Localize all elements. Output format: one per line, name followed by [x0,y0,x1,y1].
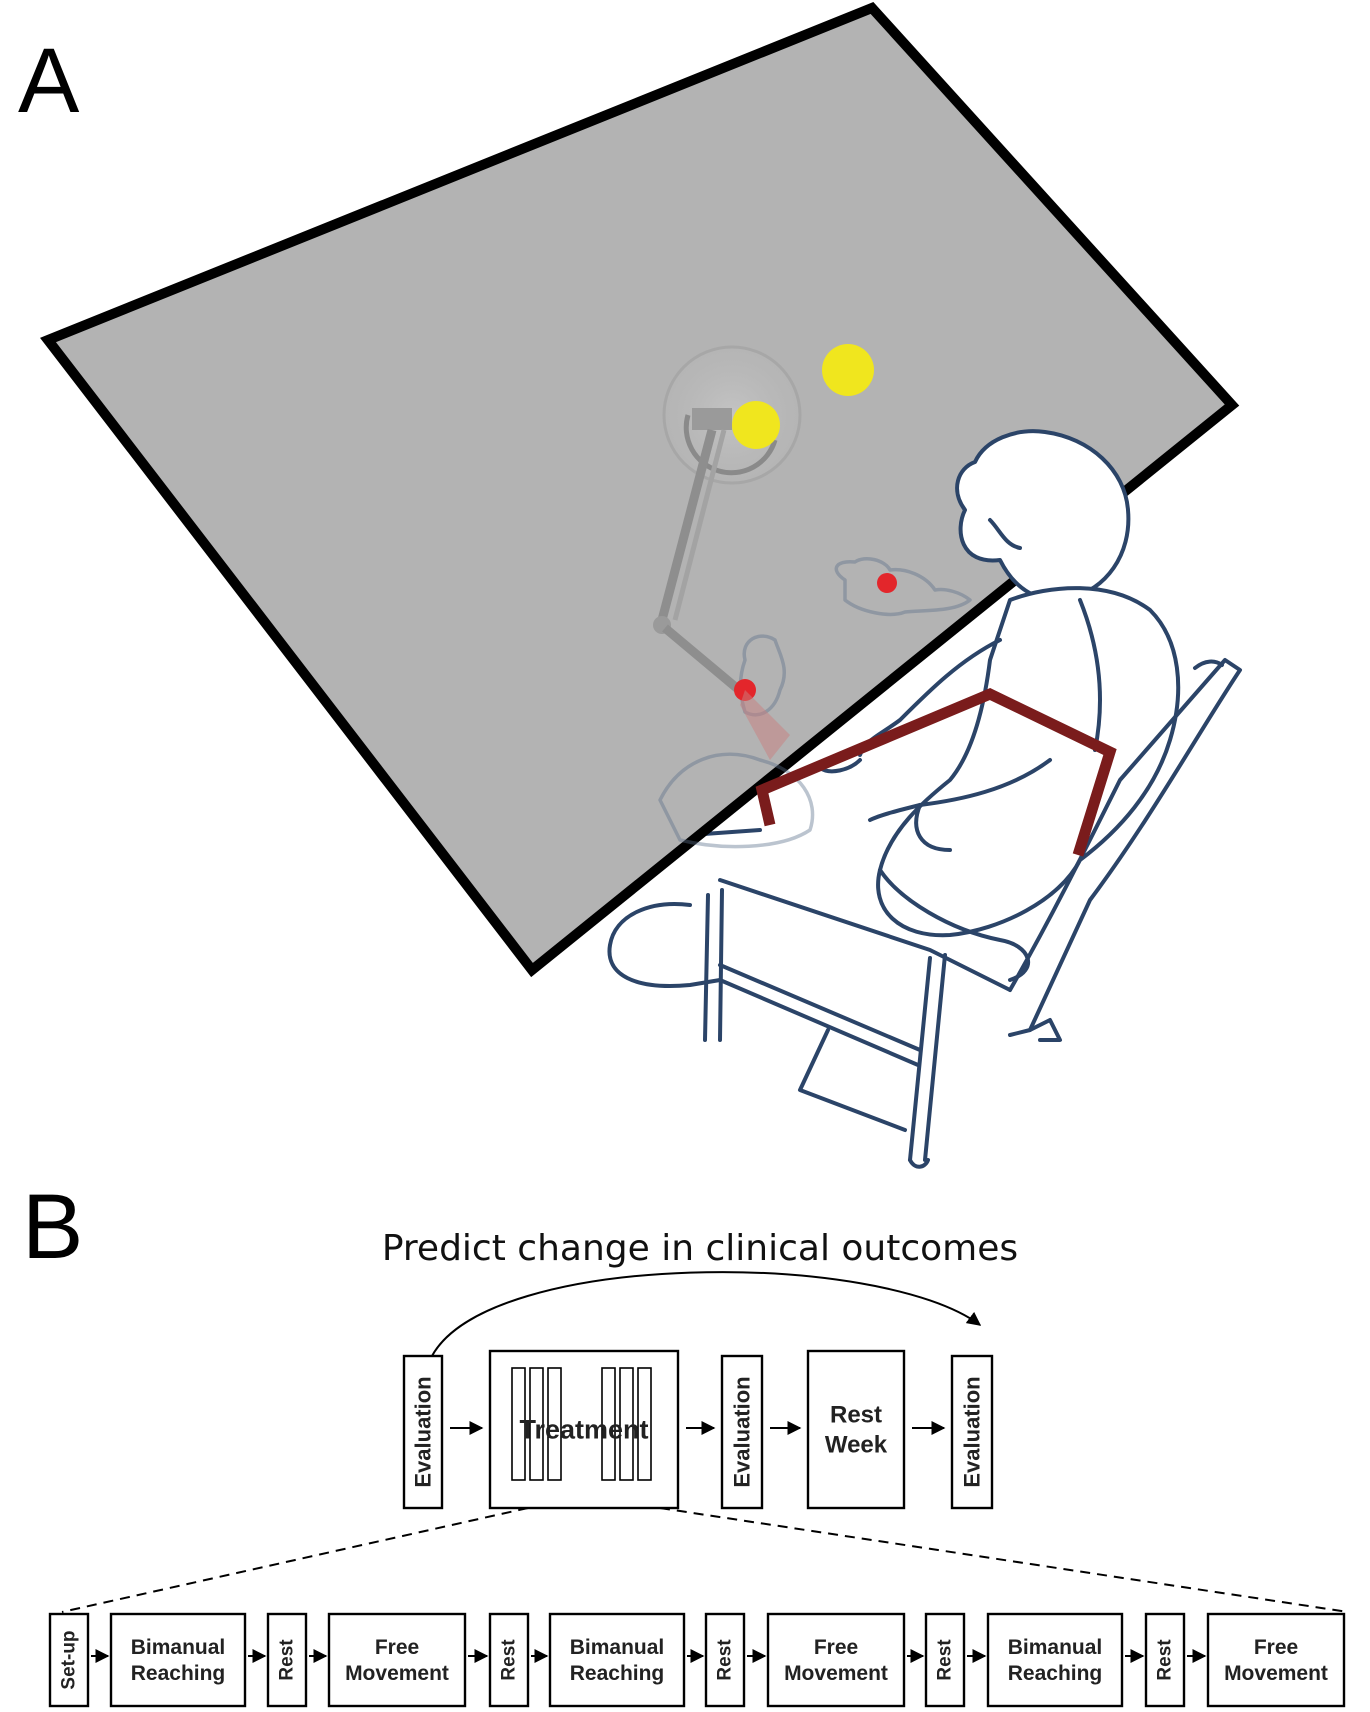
set-up-box: Set-up [48,1612,90,1708]
bimanual-reaching-3-box: Bimanual Reaching [986,1612,1124,1708]
free-movement-3-label: Free Movement [1224,1635,1328,1684]
bimanual-reaching-3-label: Bimanual Reaching [1008,1635,1103,1684]
target-1 [822,344,874,396]
rest-4-box: Rest [924,1612,966,1708]
treatment-session-bars [511,1367,652,1481]
diagram-title: Predict change in clinical outcomes [382,1228,1018,1269]
rest-4-label: Rest [935,1639,956,1681]
prediction-arc [431,1271,982,1357]
treatment-box: Treatment [488,1349,680,1510]
rest-2-box: Rest [488,1612,530,1708]
rest-1-box: Rest [266,1612,308,1708]
panel-label-b: B [22,1176,83,1278]
person-outline [818,429,1181,982]
free-movement-3-box: Free Movement [1206,1612,1346,1708]
set-up-label: Set-up [59,1630,80,1689]
bimanual-reaching-2-box: Bimanual Reaching [548,1612,686,1708]
rest-5-label: Rest [1155,1639,1176,1681]
evaluation-2-label: Evaluation [730,1376,755,1487]
chair-outline [703,658,1242,1169]
robot-frame [755,687,1117,857]
panel-a: A [18,2,1242,1169]
rest-3-label: Rest [715,1639,736,1681]
free-movement-1-box: Free Movement [327,1612,467,1708]
rest-5-box: Rest [1144,1612,1186,1708]
evaluation-2-box: Evaluation [720,1354,764,1510]
evaluation-1-label: Evaluation [411,1376,436,1487]
table-surface [40,2,1240,978]
target-2 [732,401,780,449]
bimanual-reaching-1-box: Bimanual Reaching [109,1612,247,1708]
bimanual-reaching-1-label: Bimanual Reaching [131,1635,226,1684]
rest-week-label: Rest Week [825,1401,888,1458]
evaluation-3-label: Evaluation [960,1376,985,1487]
zoom-line-left [61,1507,529,1613]
session-row: Set-up Bimanual Reaching Rest Free Movement Re… [48,1612,1346,1708]
treatment-label: Treatment [519,1415,648,1445]
bimanual-reaching-2-label: Bimanual Reaching [570,1635,665,1684]
rest-1-label: Rest [277,1639,298,1681]
free-movement-2-label: Free Movement [784,1635,888,1684]
hand-marker-right [877,573,897,593]
free-movement-2-box: Free Movement [766,1612,906,1708]
rest-2-label: Rest [499,1639,520,1681]
zoom-line-right [659,1507,1349,1613]
rest-week-box: Rest Week [806,1349,906,1510]
evaluation-3-box: Evaluation [950,1354,994,1510]
panel-label-a: A [18,30,80,132]
panel-b: B Predict change in clinical outcomes Ev… [22,1176,1349,1708]
evaluation-1-box: Evaluation [402,1354,444,1510]
robot-handle [653,345,802,699]
free-movement-1-label: Free Movement [345,1635,449,1684]
rest-3-box: Rest [704,1612,746,1708]
timeline-row: Evaluation Treatment Evaluation Rest Week Eva… [402,1349,994,1510]
